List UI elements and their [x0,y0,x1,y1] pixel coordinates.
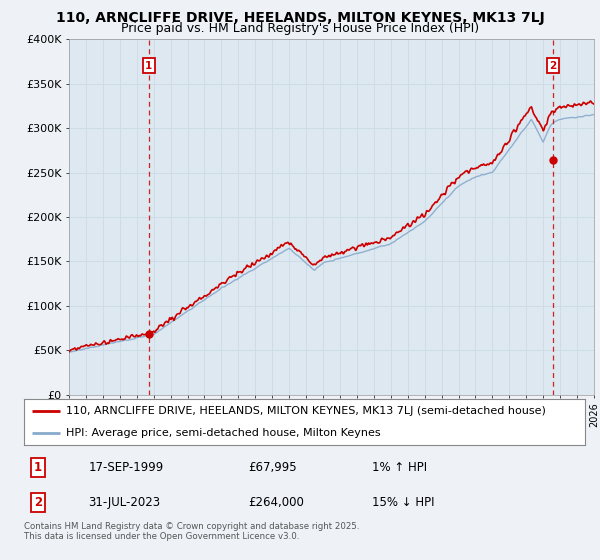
Text: £264,000: £264,000 [248,496,304,509]
Text: 15% ↓ HPI: 15% ↓ HPI [372,496,434,509]
Text: Contains HM Land Registry data © Crown copyright and database right 2025.
This d: Contains HM Land Registry data © Crown c… [24,522,359,542]
Text: 31-JUL-2023: 31-JUL-2023 [89,496,161,509]
Text: 17-SEP-1999: 17-SEP-1999 [89,461,164,474]
Text: 2: 2 [550,61,557,71]
Text: 110, ARNCLIFFE DRIVE, HEELANDS, MILTON KEYNES, MK13 7LJ (semi-detached house): 110, ARNCLIFFE DRIVE, HEELANDS, MILTON K… [66,406,546,416]
Text: 110, ARNCLIFFE DRIVE, HEELANDS, MILTON KEYNES, MK13 7LJ: 110, ARNCLIFFE DRIVE, HEELANDS, MILTON K… [56,11,544,25]
Text: 1: 1 [145,61,152,71]
Text: 2: 2 [34,496,42,509]
Text: 1: 1 [34,461,42,474]
Text: 1% ↑ HPI: 1% ↑ HPI [372,461,427,474]
Text: Price paid vs. HM Land Registry's House Price Index (HPI): Price paid vs. HM Land Registry's House … [121,22,479,35]
Text: £67,995: £67,995 [248,461,297,474]
Text: HPI: Average price, semi-detached house, Milton Keynes: HPI: Average price, semi-detached house,… [66,428,381,438]
